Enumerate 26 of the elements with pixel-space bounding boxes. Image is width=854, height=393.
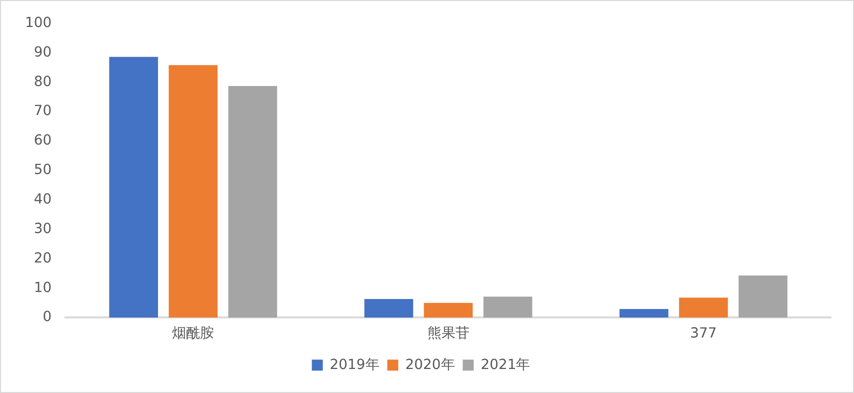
bar [364, 299, 414, 318]
y-tick-label: 80 [34, 74, 52, 90]
y-tick-label: 30 [34, 220, 52, 237]
y-tick-label: 10 [34, 280, 52, 296]
bar [168, 65, 218, 318]
bar [424, 302, 473, 318]
bar [228, 86, 278, 318]
x-tick-label: 377 [690, 326, 717, 342]
y-tick-label: 60 [34, 132, 52, 149]
y-tick-label: 90 [34, 44, 52, 60]
y-tick-label: 100 [24, 14, 52, 31]
legend-label: 2021年 [480, 356, 530, 373]
bar [620, 309, 668, 318]
y-tick-label: 40 [34, 192, 52, 208]
y-tick-label: 0 [42, 309, 52, 326]
bar [109, 56, 158, 318]
bar [738, 275, 788, 318]
y-tick-label: 50 [34, 162, 52, 178]
bar [483, 296, 532, 318]
y-tick-label: 20 [34, 250, 52, 266]
x-tick-label: 熊果苷 [427, 326, 470, 342]
y-tick-label: 70 [34, 103, 52, 120]
legend-label: 2020年 [405, 356, 455, 373]
x-tick-label: 烟酰胺 [172, 326, 214, 342]
legend-label: 2019年 [330, 356, 380, 373]
bar [679, 298, 728, 318]
